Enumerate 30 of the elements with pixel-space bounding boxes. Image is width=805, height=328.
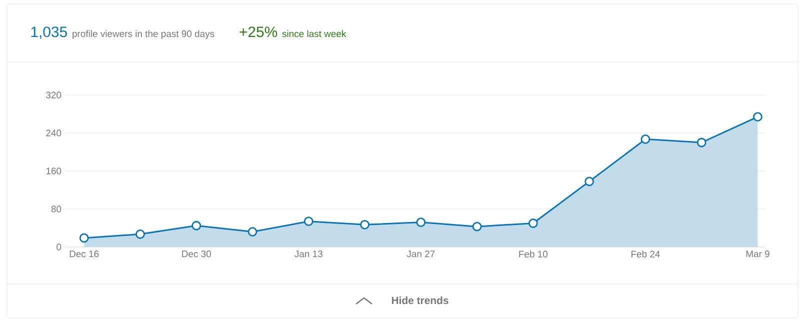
x-tick-label: Jan 27 [406,250,435,258]
point [79,233,89,243]
y-tick-label: 0 [56,244,62,250]
point [248,227,258,236]
point [192,220,202,230]
x-tick-label: Dec 16 [70,250,99,258]
text: Hide trends [392,296,448,304]
text: profile viewers in the past 90 days [72,30,214,39]
point [753,112,762,122]
y-tick-label: 80 [51,206,62,212]
x-tick-label: Feb 24 [631,250,660,258]
y-tick-label: 240 [46,130,62,136]
point [304,216,314,226]
point [360,220,370,230]
x-tick-label: Jan 13 [294,250,322,258]
point [696,138,706,148]
point [640,134,650,144]
text: since last week [282,30,346,38]
point [136,229,145,239]
text: +25% [240,26,278,38]
y-tick-label: 320 [46,92,62,98]
point [584,176,594,186]
x-tick-label: Feb 10 [519,250,548,258]
text: 1,035 [31,26,67,39]
y-tick-label: 160 [46,168,62,174]
x-tick-label: Dec 30 [182,250,211,258]
x-tick-label: Mar 9 [746,250,770,258]
point [416,218,426,227]
point [472,222,482,232]
point [528,218,538,228]
